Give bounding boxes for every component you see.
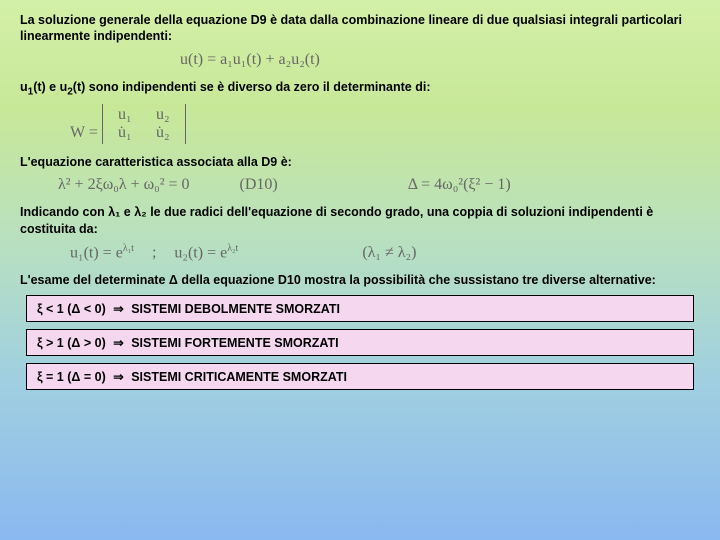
sol1: u₁(t) = e (70, 244, 123, 261)
independence-paragraph: u1(t) e u2(t) sono indipendenti se è div… (20, 79, 700, 99)
intro-paragraph: La soluzione generale della equazione D9… (20, 12, 700, 45)
txt-mid: (t) e u (33, 80, 67, 94)
w11: u₁ (111, 106, 139, 124)
w22: u̇₂ (149, 124, 177, 142)
characteristic-equation: λ² + 2ξω₀λ + ω₀² = 0 (D10) Δ = 4ω₀²(ξ² −… (58, 176, 700, 194)
wronskian-equation: W = u₁ u₂ u̇₁ u̇₂ (70, 104, 700, 144)
case3-arrow-icon: ⇒ (113, 369, 123, 384)
case1-cond: ξ < 1 (Δ < 0) (37, 302, 106, 316)
alternatives-paragraph: L'esame del determinate Δ della equazion… (20, 272, 700, 288)
char-eq: λ² + 2ξω₀λ + ω₀² = 0 (58, 176, 190, 194)
txt-end: (t) sono indipendenti se è diverso da ze… (73, 80, 431, 94)
roots-paragraph: Indicando con λ₁ e λ₂ le due radici dell… (20, 204, 700, 237)
case2-cond: ξ > 1 (Δ > 0) (37, 336, 106, 350)
sol-cond: (λ₁ ≠ λ₂) (362, 244, 416, 261)
wronskian-matrix: u₁ u₂ u̇₁ u̇₂ (102, 104, 186, 144)
case-critically-damped: ξ = 1 (Δ = 0) ⇒ SISTEMI CRITICAMENTE SMO… (26, 363, 694, 390)
w21: u̇₁ (111, 124, 139, 142)
discriminant: Δ = 4ω₀²(ξ² − 1) (408, 176, 511, 194)
char-eq-label: (D10) (240, 176, 278, 194)
w12: u₂ (149, 106, 177, 124)
case3-cond: ξ = 1 (Δ = 0) (37, 370, 106, 384)
w-label: W = (70, 124, 98, 141)
sol2: u₂(t) = e (174, 244, 227, 261)
case3-label: SISTEMI CRITICAMENTE SMORZATI (131, 370, 347, 384)
sol1-exp: λ₁t (123, 243, 134, 254)
equation-general-solution: u(t) = a₁u₁(t) + a₂u₂(t) (180, 51, 700, 69)
characteristic-paragraph: L'equazione caratteristica associata all… (20, 154, 700, 170)
case2-arrow-icon: ⇒ (113, 335, 123, 350)
sol-sep: ; (152, 244, 160, 261)
solutions-equation: u₁(t) = eλ₁t ; u₂(t) = eλ₂t (λ₁ ≠ λ₂) (70, 243, 700, 262)
sol2-exp: λ₂t (227, 243, 238, 254)
case-underdamped: ξ < 1 (Δ < 0) ⇒ SISTEMI DEBOLMENTE SMORZ… (26, 295, 694, 322)
case1-arrow-icon: ⇒ (113, 301, 123, 316)
case1-label: SISTEMI DEBOLMENTE SMORZATI (131, 302, 340, 316)
case2-label: SISTEMI FORTEMENTE SMORZATI (131, 336, 338, 350)
case-overdamped: ξ > 1 (Δ > 0) ⇒ SISTEMI FORTEMENTE SMORZ… (26, 329, 694, 356)
txt-u: u (20, 80, 28, 94)
